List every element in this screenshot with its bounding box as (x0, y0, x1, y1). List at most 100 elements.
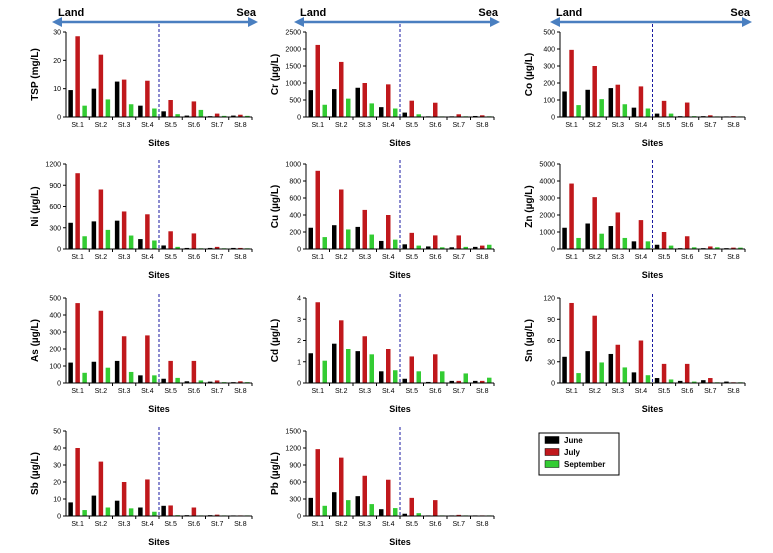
bar-july-st3 (121, 211, 127, 249)
bar-june-st1 (68, 502, 73, 516)
y-axis-title: As (µg/L) (30, 319, 41, 362)
bar-june-st4 (379, 107, 384, 117)
bar-september-st6 (440, 247, 445, 249)
bar-july-st7 (708, 115, 713, 117)
bar-june-st7 (449, 380, 454, 384)
y-tick-label: 30 (53, 30, 61, 37)
bar-july-st2 (98, 310, 104, 383)
x-tick-label: St.4 (635, 122, 648, 129)
bar-june-st4 (379, 371, 384, 383)
bar-june-st1 (562, 91, 567, 117)
bar-september-st3 (369, 234, 374, 249)
x-tick-label: St.8 (476, 388, 489, 395)
bar-september-st1 (322, 360, 327, 383)
x-tick-label: St.7 (453, 521, 466, 528)
bar-july-st7 (708, 378, 713, 383)
bar-september-st5 (416, 245, 421, 249)
x-tick-label: St.4 (141, 521, 154, 528)
bar-july-st8 (480, 245, 485, 249)
bar-september-st2 (599, 233, 604, 249)
bar-june-st6 (677, 380, 683, 384)
bar-september-st2 (346, 98, 351, 117)
bar-september-st5 (668, 245, 674, 249)
bar-july-st6 (433, 354, 438, 383)
x-tick-label: St.8 (476, 521, 489, 528)
bar-september-st4 (393, 108, 398, 117)
bar-july-st2 (339, 61, 344, 117)
x-tick-label: St.2 (335, 122, 348, 129)
bar-september-st1 (82, 510, 87, 516)
arrow-left-head-icon (550, 17, 560, 27)
bar-june-st2 (91, 361, 97, 383)
x-tick-label: St.5 (406, 521, 419, 528)
y-tick-label: 30 (547, 359, 555, 366)
y-tick-label: 500 (289, 98, 301, 105)
bar-september-st6 (440, 371, 445, 383)
bar-september-st7 (715, 247, 720, 249)
bar-july-st6 (433, 102, 438, 117)
y-tick-label: 120 (543, 296, 555, 303)
y-tick-label: 600 (289, 196, 301, 203)
bar-july-st2 (592, 315, 597, 383)
x-tick-label: St.4 (382, 122, 395, 129)
bar-july-st2 (98, 189, 104, 249)
x-tick-label: St.1 (312, 388, 325, 395)
y-tick-label: 600 (49, 204, 61, 211)
bar-july-st8 (238, 114, 243, 117)
bar-september-st5 (668, 113, 674, 117)
bar-july-st1 (569, 183, 574, 249)
bar-july-st2 (98, 54, 104, 117)
bar-july-st5 (168, 505, 173, 516)
y-tick-label: 0 (297, 514, 301, 521)
chart-panel-10: 0 10 20 30 40 50 St.1 St.2 St.3 St.4 St.5 St.6 St.7 S… (30, 427, 253, 547)
bar-july-st4 (145, 335, 150, 383)
bar-july-st4 (386, 84, 391, 117)
bar-september-st4 (152, 240, 157, 249)
y-tick-label: 1200 (45, 162, 61, 169)
bar-june-st4 (379, 240, 384, 249)
x-tick-label: St.5 (164, 388, 177, 395)
y-tick-label: 400 (289, 213, 301, 220)
bar-june-st2 (91, 495, 97, 516)
bar-september-st2 (105, 99, 111, 117)
y-tick-label: 60 (547, 338, 555, 345)
bar-july-st4 (386, 479, 391, 516)
bar-june-st6 (426, 246, 431, 249)
x-tick-label: St.6 (188, 122, 201, 129)
x-tick-label: St.3 (118, 388, 131, 395)
x-tick-label: St.1 (71, 521, 84, 528)
land-sea-header-1: Land Sea (52, 7, 258, 27)
bar-september-st2 (346, 500, 351, 516)
x-tick-label: St.6 (188, 254, 201, 261)
x-axis-title: Sites (148, 270, 170, 280)
bar-july-st5 (168, 100, 173, 117)
bar-september-st1 (322, 505, 327, 516)
bar-september-st7 (221, 115, 227, 117)
bar-september-st8 (487, 377, 492, 383)
bar-july-st6 (684, 363, 690, 384)
x-tick-label: St.2 (95, 254, 108, 261)
bar-june-st1 (308, 90, 313, 117)
y-tick-label: 300 (49, 225, 61, 232)
bar-july-st3 (121, 482, 127, 516)
land-sea-header-3: Land Sea (550, 7, 752, 27)
x-tick-label: St.3 (359, 254, 372, 261)
bar-july-st5 (661, 363, 667, 384)
x-tick-label: St.4 (141, 388, 154, 395)
y-axis-title: Cr (µg/L) (270, 54, 281, 95)
land-label: Land (300, 7, 326, 19)
bar-july-st8 (238, 247, 243, 249)
bar-september-st3 (128, 235, 134, 249)
bar-september-st3 (369, 103, 374, 117)
sea-label: Sea (236, 7, 256, 19)
chart-panel-1: 0 10 20 30 St.1 St.2 St.3 St.4 St.5 St.6 St.7 St.8 T… (30, 24, 253, 148)
x-axis-title: Sites (389, 270, 411, 280)
bar-june-st5 (402, 513, 407, 516)
bar-september-st6 (198, 109, 204, 117)
bar-june-st4 (631, 107, 637, 117)
bar-july-st3 (615, 344, 621, 383)
x-tick-label: St.1 (565, 122, 578, 129)
bar-july-st5 (168, 231, 173, 249)
x-tick-label: St.8 (727, 254, 740, 261)
